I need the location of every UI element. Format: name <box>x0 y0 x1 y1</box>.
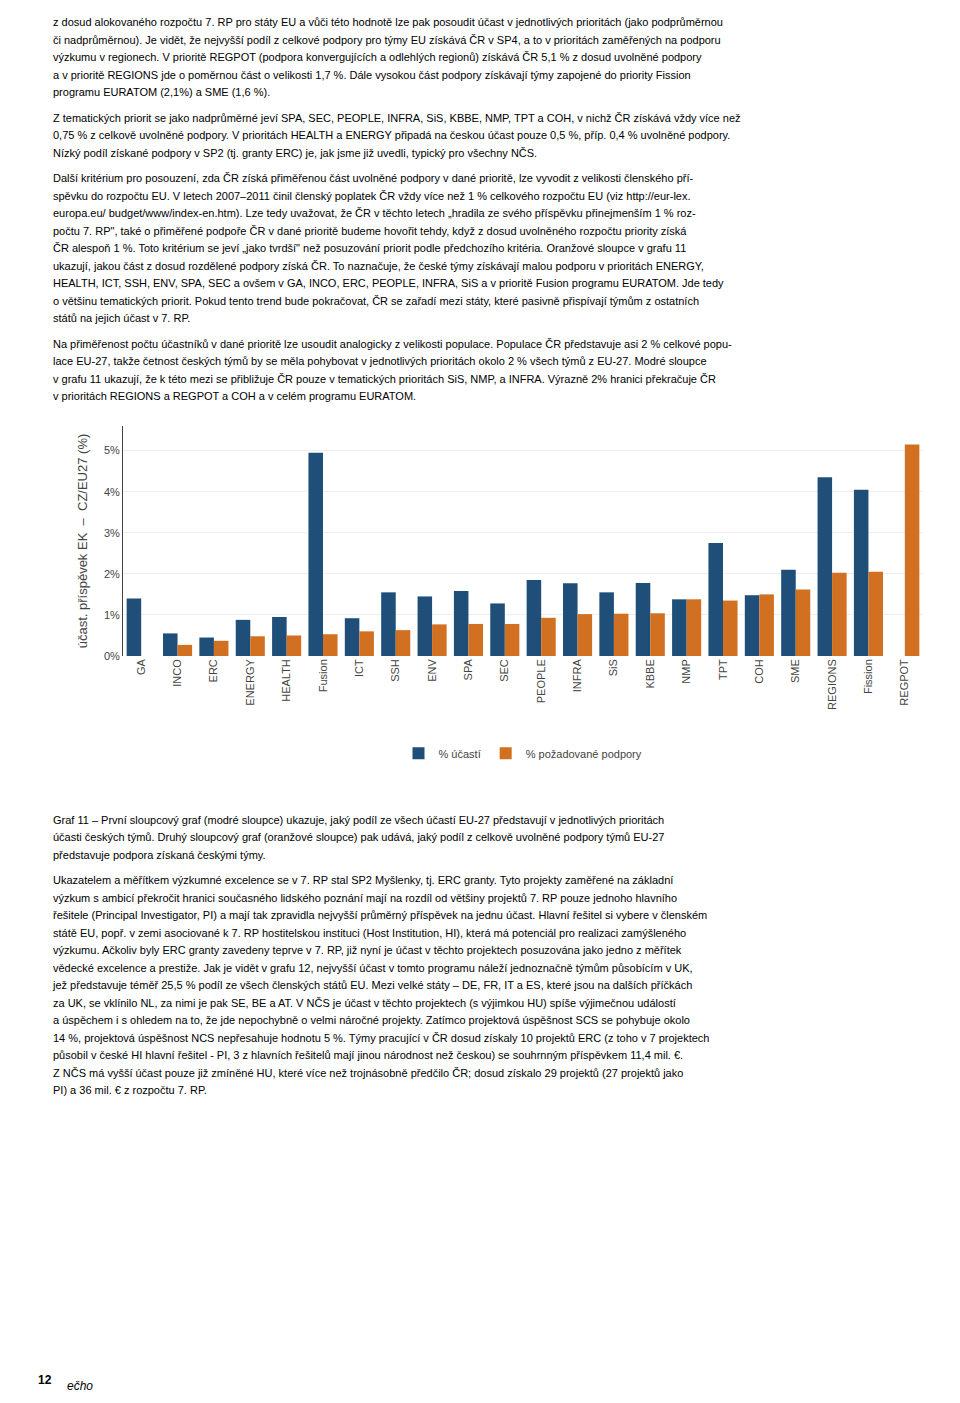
html-text:europa.eu/ budget/www/index-en: europa.eu/ budget/www/index-en.htm). Lze… <box>53 207 696 219</box>
html-text:ukazují, jakou část z dosud ro: ukazují, jakou část z dosud rozdělené po… <box>53 259 704 272</box>
html-text:Další kritérium pro posouzení,: Další kritérium pro posouzení, zda ČR zí… <box>53 172 694 184</box>
html-text:státě EU, popř. v zemi asociov: státě EU, popř. v zemi asociované k 7. R… <box>53 926 687 939</box>
svg-text:NMP: NMP <box>680 659 692 683</box>
html-text:řešitele (Principal Investigat: řešitele (Principal Investigator, PI) a … <box>53 909 708 921</box>
html-text:a v prioritě REGIONS jde o pom: a v prioritě REGIONS jde o poměrnou část… <box>53 68 691 81</box>
svg-text:2%: 2% <box>104 567 120 579</box>
svg-text:0%: 0% <box>104 649 120 661</box>
html-text:vědecké excelence a prestiže.: vědecké excelence a prestiže. Jak je vid… <box>53 961 693 974</box>
html-text:HEALTH, ICT, SSH, ENV, SPA, SE: HEALTH, ICT, SSH, ENV, SPA, SEC a ovšem … <box>53 277 724 289</box>
html-text:Ukazatelem a měřítkem výzkumné: Ukazatelem a měřítkem výzkumné excelence… <box>53 874 674 886</box>
html-text:výzkumu v regionech. V priorit: výzkumu v regionech. V prioritě REGPOT (… <box>53 51 702 63</box>
svg-text:% požadované podpory: % požadované podpory <box>526 747 642 759</box>
html-text:v prioritách REGIONS a REGPOT: v prioritách REGIONS a REGPOT a COH a v … <box>53 390 417 402</box>
html-text:o většinu tematických priorit.: o většinu tematických priorit. Pokud ten… <box>53 294 699 307</box>
svg-text:5%: 5% <box>104 444 120 456</box>
html-text:12: 12 <box>38 1373 52 1387</box>
html-text:0,75 % z celkově uvolněné podp: 0,75 % z celkově uvolněné podpory. V pri… <box>53 129 731 141</box>
svg-text:ENV: ENV <box>426 658 438 681</box>
html-text:programu EURATOM (2,1%) a SME: programu EURATOM (2,1%) a SME (1,6 %). <box>53 86 271 98</box>
svg-text:KBBE: KBBE <box>644 659 656 688</box>
svg-text:REGIONS: REGIONS <box>826 659 838 710</box>
svg-text:SSH: SSH <box>389 659 401 682</box>
svg-text:SPA: SPA <box>462 658 474 680</box>
svg-text:SEC: SEC <box>498 659 510 682</box>
svg-text:% účastí: % účastí <box>439 747 481 759</box>
svg-text:SiS: SiS <box>607 659 619 676</box>
svg-text:REGPOT: REGPOT <box>898 658 910 705</box>
html-text:Nízký podíl získané podpory v: Nízký podíl získané podpory v SP2 (tj. g… <box>53 146 538 159</box>
svg-text:4%: 4% <box>104 485 120 497</box>
html-text:lace EU-27, takže četnost česk: lace EU-27, takže četnost českých týmů b… <box>53 355 707 367</box>
svg-text:účast. příspěvek EK – CZ/EU2: účast. příspěvek EK – CZ/EU27 (%) <box>75 433 90 648</box>
html-text:Z tematických priorit se jako: Z tematických priorit se jako nadprůměrn… <box>53 111 741 124</box>
svg-text:PEOPLE: PEOPLE <box>535 659 547 703</box>
svg-text:ICT: ICT <box>353 658 365 676</box>
html-text:působil v české HI hlavní řeši: působil v české HI hlavní řešitel - PI, … <box>53 1049 684 1061</box>
html-text:států na jejich účast v 7. RP.: států na jejich účast v 7. RP. <box>53 312 191 324</box>
html-text:počtu 7. RP", také o přiměřené: počtu 7. RP", také o přiměřené podpoře Č… <box>53 224 687 237</box>
html-text:či nadprůměrnou). Je vidět, že: či nadprůměrnou). Je vidět, že nejvyšší … <box>53 33 721 46</box>
svg-text:INCO: INCO <box>171 658 183 686</box>
svg-text:COH: COH <box>753 659 765 683</box>
html-text:Z NČS má vyšší účast pouze již: Z NČS má vyšší účast pouze již zmíněné H… <box>53 1066 684 1079</box>
svg-text:ENERGY: ENERGY <box>244 658 256 705</box>
html-text:za UK, se vklínilo NL, za nimi: za UK, se vklínilo NL, za nimi je pak SE… <box>53 996 676 1009</box>
svg-text:ERC: ERC <box>207 659 219 682</box>
html-text:ČR alespoň 1 %. Toto kritérium: ČR alespoň 1 %. Toto kritérium se jeví „… <box>53 242 687 254</box>
svg-text:Fusion: Fusion <box>317 659 329 692</box>
html-text:představuje podpora získaná če: představuje podpora získaná českými týmy… <box>53 848 266 861</box>
svg-text:SME: SME <box>789 659 801 683</box>
html-text:v grafu 11 ukazují, že k této: v grafu 11 ukazují, že k této mezi se př… <box>53 372 716 385</box>
html-text:výzkum s ambicí překročit hran: výzkum s ambicí překročit hranici součas… <box>53 891 678 904</box>
svg-text:TPT: TPT <box>717 658 729 679</box>
html-text:jež představuje téměř 25,5 % p: jež představuje téměř 25,5 % podíl ze vš… <box>53 979 693 991</box>
html-text:spěvku do rozpočtu EU. V letec: spěvku do rozpočtu EU. V letech 2007–201… <box>53 189 691 202</box>
html-text:výzkumu. Ačkoliv byly ERC gran: výzkumu. Ačkoliv byly ERC granty zaveden… <box>53 944 682 956</box>
html-text:účasti českých týmů. Druhý slo: účasti českých týmů. Druhý sloupcový gra… <box>53 831 665 843</box>
svg-text:GA: GA <box>135 658 147 675</box>
html-text:Graf 11 – První sloupcový graf: Graf 11 – První sloupcový graf (modré sl… <box>53 813 665 826</box>
svg-text:HEALTH: HEALTH <box>280 659 292 702</box>
svg-text:3%: 3% <box>104 526 120 538</box>
html-text:a úspěchem i s ohledem na to,: a úspěchem i s ohledem na to, že jde nep… <box>53 1014 690 1026</box>
html-text:ečho: ečho <box>67 1379 93 1393</box>
html-text:z dosud alokovaného rozpočtu 7: z dosud alokovaného rozpočtu 7. RP pro s… <box>53 16 723 28</box>
html-text:PI) a 36 mil. € z rozpočtu 7.: PI) a 36 mil. € z rozpočtu 7. RP. <box>53 1084 207 1096</box>
svg-text:INFRA: INFRA <box>571 658 583 692</box>
svg-text:Fission: Fission <box>862 659 874 694</box>
html-text:14 %, projektová úspěšnost NCS: 14 %, projektová úspěšnost NCS nepřesahu… <box>53 1031 710 1044</box>
svg-text:1%: 1% <box>104 608 120 620</box>
html-text:Na přiměřenost počtu účastníků: Na přiměřenost počtu účastníků v dané pr… <box>53 337 732 350</box>
